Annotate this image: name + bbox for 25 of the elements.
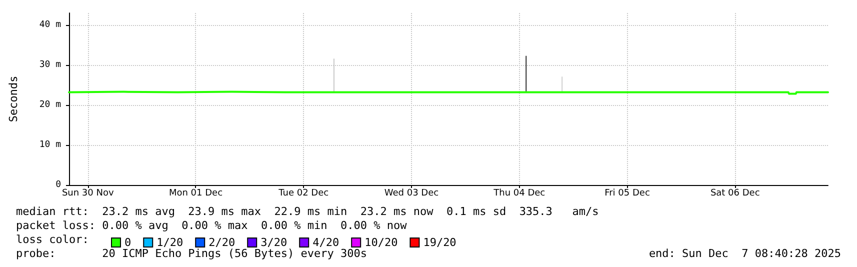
legend-title: loss color:	[16, 233, 89, 246]
legend-label: 19/20	[423, 236, 456, 249]
y-tick-label: 20 m	[39, 100, 61, 110]
text: end: Sun Dec 7 08:40:28 2025	[648, 247, 841, 260]
text: median rtt: 23.2 ms avg 23.9 ms max 22.9 ms min 23.2 ms now 0.1 ms sd 335.3 am/s	[16, 205, 599, 218]
x-tick-label: Fri 05 Dec	[604, 188, 650, 198]
x-tick-label: Mon 01 Dec	[168, 188, 223, 198]
legend-label: 0	[124, 236, 132, 249]
y-tick-label: 40 m	[39, 20, 61, 30]
x-tick-label: Thu 04 Dec	[492, 188, 546, 198]
text: probe: 20 ICMP Echo Pings (56 Bytes) every 300s	[16, 247, 367, 260]
text: packet loss: 0.00 % avg 0.00 % max 0.00 % min 0.00 % now	[16, 219, 407, 232]
legend-label: 4/20	[312, 236, 340, 249]
x-tick-label: Wed 03 Dec	[384, 188, 439, 198]
y-tick-label: 10 m	[39, 140, 61, 150]
x-tick-label: Sun 30 Nov	[62, 188, 114, 198]
legend-label: 2/20	[208, 236, 236, 249]
y-tick-label: 0	[56, 180, 61, 190]
x-tick-label: Tue 02 Dec	[278, 188, 329, 198]
legend-label: 3/20	[260, 236, 288, 249]
x-tick-label: Sat 06 Dec	[710, 188, 760, 198]
legend-label: 10/20	[364, 236, 398, 249]
y-axis-title: Seconds	[7, 76, 20, 122]
y-tick-label: 30 m	[39, 60, 61, 70]
legend-label: 1/20	[156, 236, 184, 249]
